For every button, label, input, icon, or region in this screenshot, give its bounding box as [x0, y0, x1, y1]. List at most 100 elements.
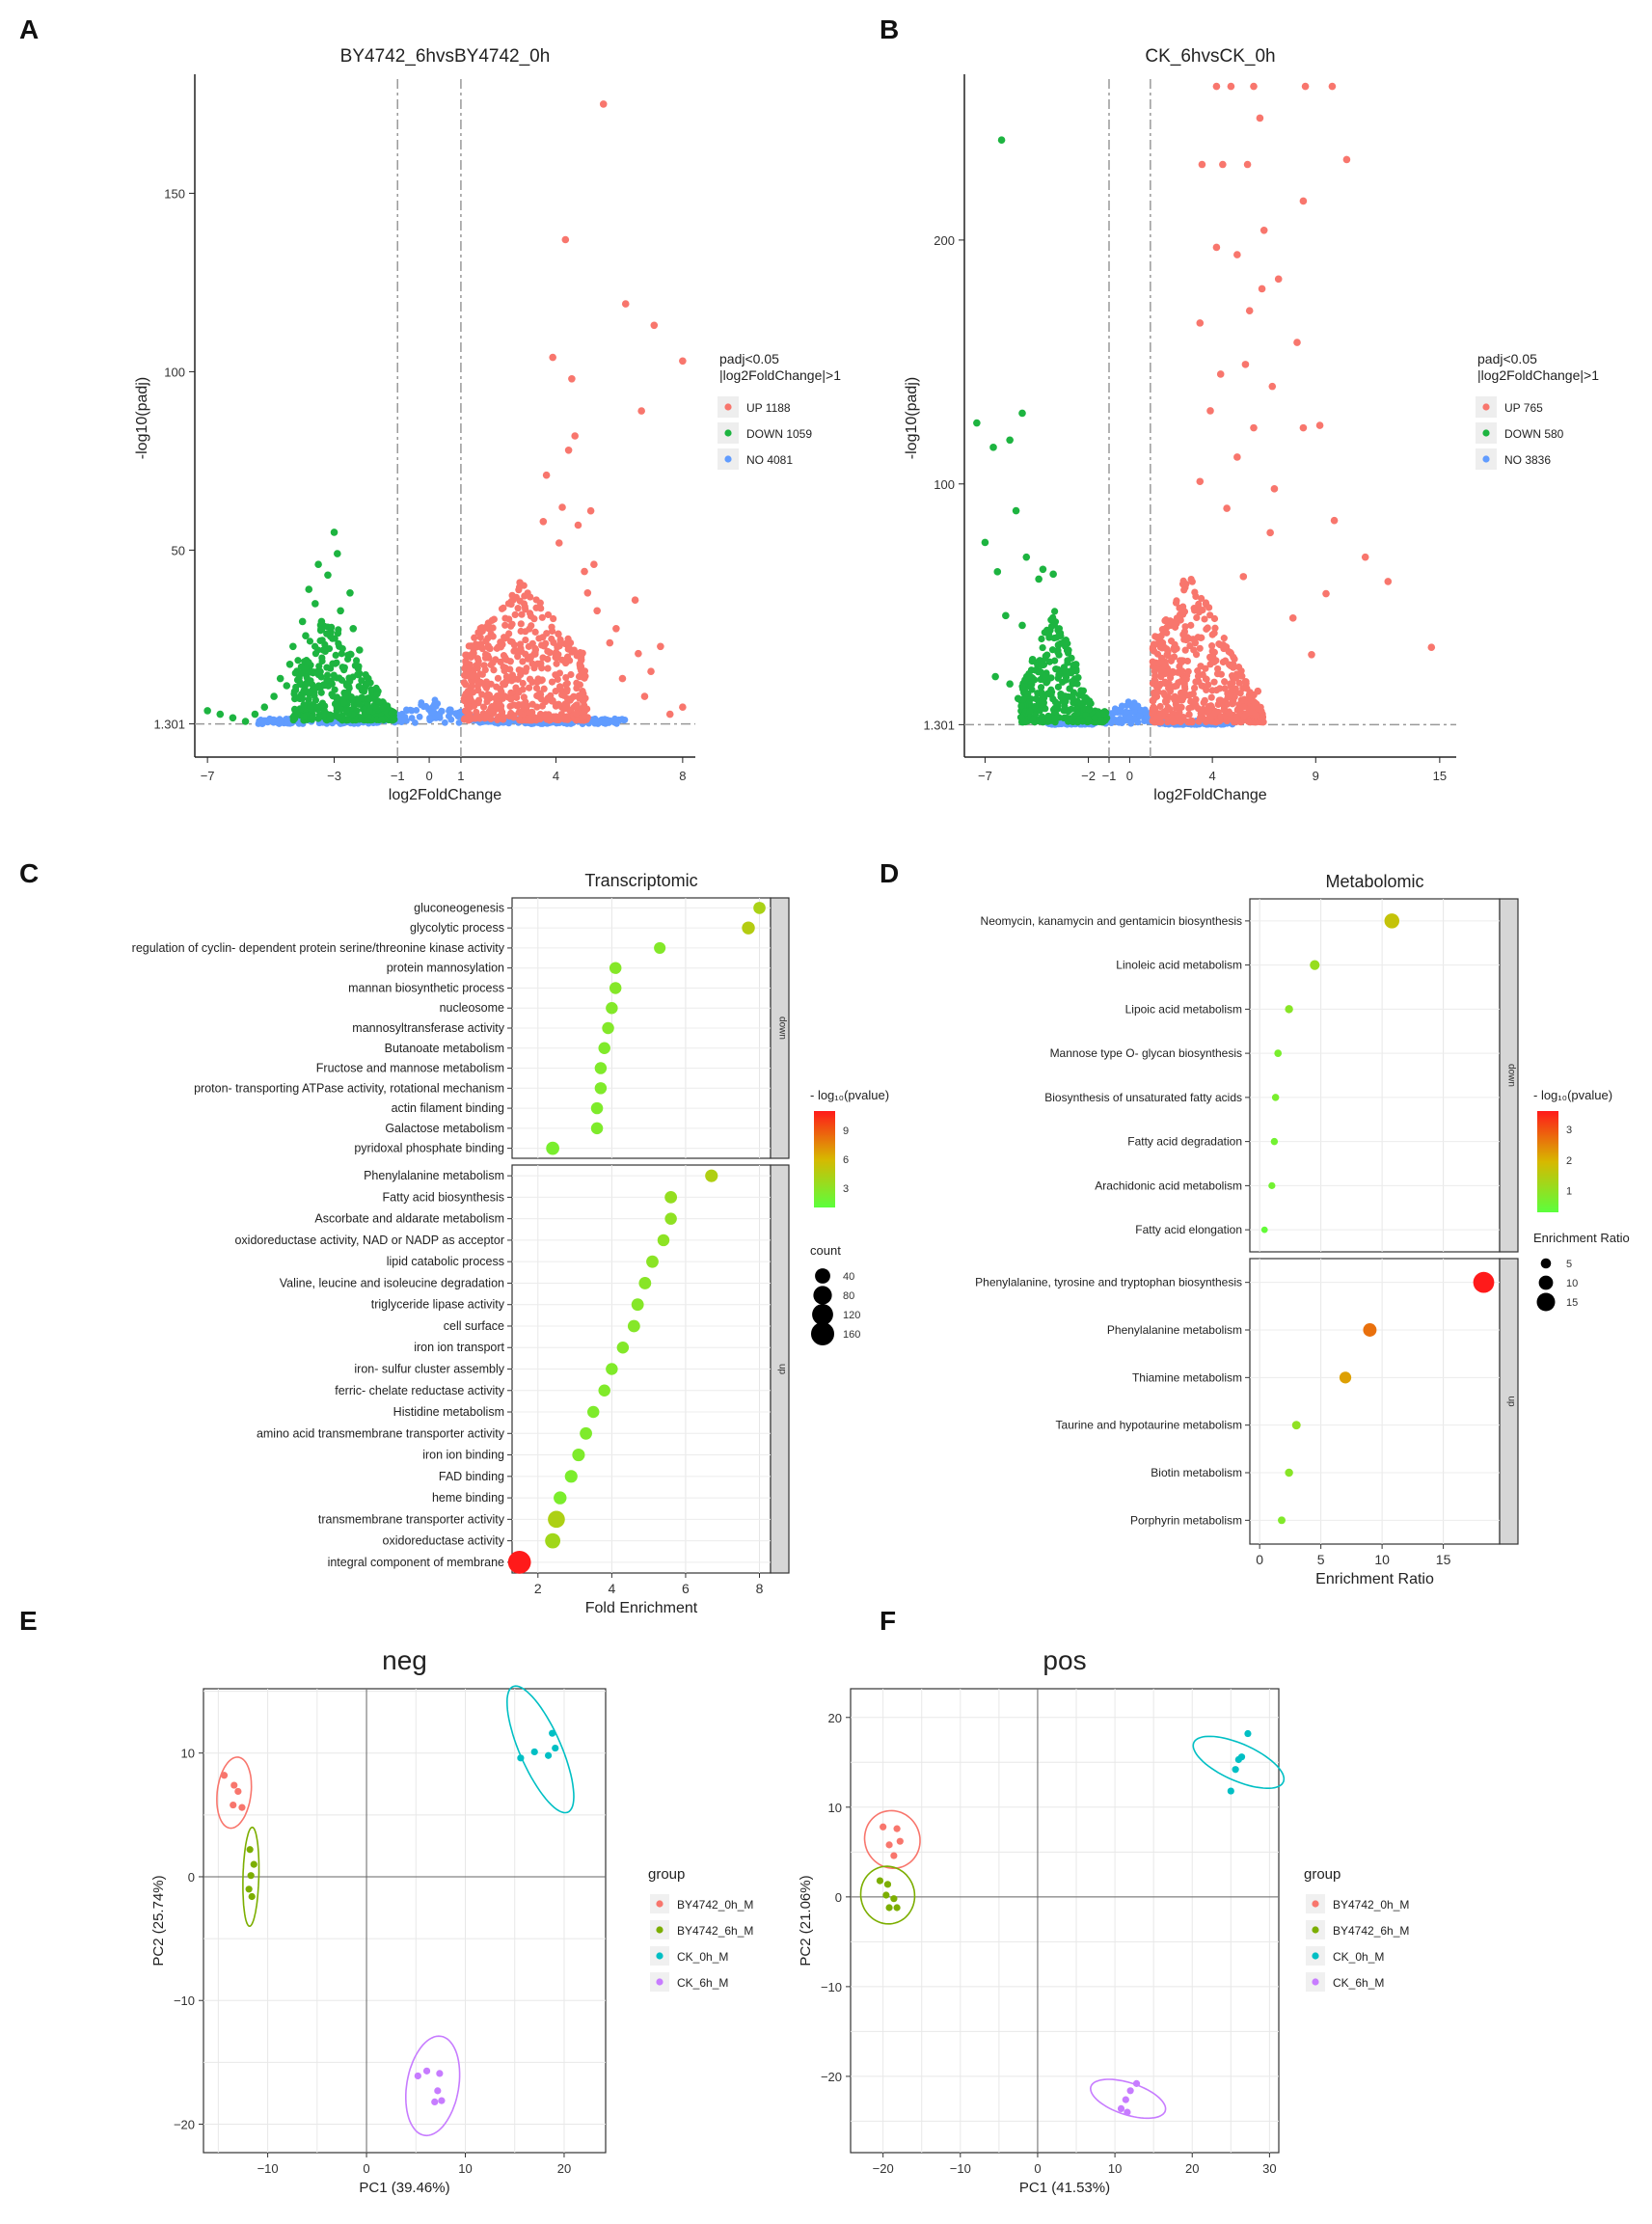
term-label: Fatty acid degradation — [1127, 1135, 1242, 1149]
point-up — [599, 100, 608, 108]
point-up — [1198, 634, 1205, 641]
point-up — [1189, 690, 1197, 697]
point-up — [679, 703, 687, 711]
point-up — [578, 667, 585, 675]
legend-label: BY4742_0h_M — [1333, 1898, 1409, 1912]
point-up — [581, 674, 588, 682]
point-down — [323, 671, 332, 679]
point-up — [508, 591, 516, 599]
point-no — [1116, 716, 1124, 722]
size-key — [1538, 1275, 1554, 1290]
point-up — [568, 375, 576, 383]
point-down — [333, 703, 340, 712]
point-up — [567, 670, 575, 679]
point-down — [1060, 638, 1068, 646]
point-up — [1216, 370, 1225, 378]
dot-plot-d: Metabolomic down Neomycin, kanamycin and g… — [975, 872, 1630, 1587]
point-up — [1214, 664, 1222, 673]
point-down — [1035, 575, 1043, 583]
point-up — [539, 634, 547, 641]
point-down — [241, 718, 250, 725]
sample-point — [250, 1860, 257, 1868]
point-up — [517, 666, 525, 674]
point-down — [1053, 714, 1061, 722]
point-up — [470, 649, 477, 657]
point-up — [538, 641, 546, 649]
point-up — [1150, 716, 1157, 723]
sample-point — [517, 1754, 525, 1762]
point-up — [1315, 421, 1324, 429]
point-up — [1246, 696, 1254, 704]
x-tick-label: 0 — [1256, 1552, 1263, 1567]
point-up — [621, 300, 630, 308]
point-up — [462, 658, 470, 665]
point-up — [1207, 693, 1215, 701]
sample-point — [544, 1751, 553, 1759]
term-dot — [631, 1298, 644, 1312]
point-up — [488, 708, 497, 716]
point-no — [1136, 713, 1144, 719]
legend-title-line-2: |log2FoldChange|>1 — [719, 367, 841, 383]
term-label: Phenylalanine metabolism — [1107, 1323, 1242, 1337]
point-down — [390, 716, 397, 724]
point-up — [515, 586, 523, 594]
term-label: Phenylalanine, tyrosine and tryptophan b… — [975, 1276, 1242, 1289]
point-up — [1225, 648, 1232, 656]
point-up — [527, 612, 535, 620]
sample-point — [220, 1772, 229, 1779]
facet-panel-up — [1249, 1258, 1501, 1545]
term-label: Neomycin, kanamycin and gentamicin biosy… — [981, 914, 1242, 928]
legend-key — [656, 1978, 664, 1986]
point-down — [1066, 685, 1073, 692]
point-no — [441, 719, 448, 726]
point-down — [1048, 646, 1057, 654]
point-up — [531, 644, 539, 653]
point-down — [1045, 658, 1054, 665]
point-up — [500, 604, 507, 611]
point-up — [1178, 581, 1187, 588]
point-down — [1077, 700, 1085, 708]
point-down — [336, 674, 343, 682]
point-up — [586, 506, 595, 515]
point-down — [1073, 709, 1081, 717]
legend-key — [724, 403, 732, 411]
legend-title-line-1: padj<0.05 — [719, 351, 779, 366]
term-label: Thiamine metabolism — [1132, 1370, 1242, 1384]
point-up — [555, 700, 562, 708]
point-up — [1164, 652, 1172, 660]
point-up — [546, 717, 554, 724]
term-label: glycolytic process — [410, 921, 504, 935]
point-down — [203, 707, 211, 715]
point-no — [602, 719, 609, 727]
term-dot — [606, 1363, 618, 1375]
point-down — [364, 700, 371, 708]
x-tick-label: 6 — [682, 1581, 690, 1596]
point-up — [1178, 657, 1186, 664]
size-key — [810, 1321, 835, 1346]
term-dot — [705, 1169, 718, 1182]
term-dot — [609, 962, 622, 974]
sample-point — [422, 2067, 431, 2075]
group-ellipse — [216, 1756, 253, 1830]
point-up — [526, 675, 534, 683]
point-up — [522, 636, 529, 644]
point-up — [1153, 650, 1162, 658]
term-label: transmembrane transporter activity — [318, 1512, 505, 1526]
x-tick-label: 2 — [534, 1581, 542, 1596]
point-down — [305, 585, 313, 593]
plot-area — [850, 1688, 1280, 2154]
term-dot — [657, 1234, 670, 1247]
point-up — [1250, 82, 1258, 91]
point-up — [1301, 82, 1310, 91]
point-up — [1196, 319, 1205, 327]
point-down — [1055, 651, 1063, 659]
point-up — [576, 662, 583, 669]
point-down — [300, 701, 308, 709]
point-up — [1167, 674, 1175, 682]
term-label: Biotin metabolism — [1151, 1466, 1242, 1479]
point-no — [408, 715, 416, 721]
x-axis-label: PC1 (41.53%) — [1019, 2180, 1110, 2196]
point-down — [276, 674, 284, 683]
point-up — [1206, 407, 1214, 415]
group-ellipse — [859, 1865, 916, 1925]
